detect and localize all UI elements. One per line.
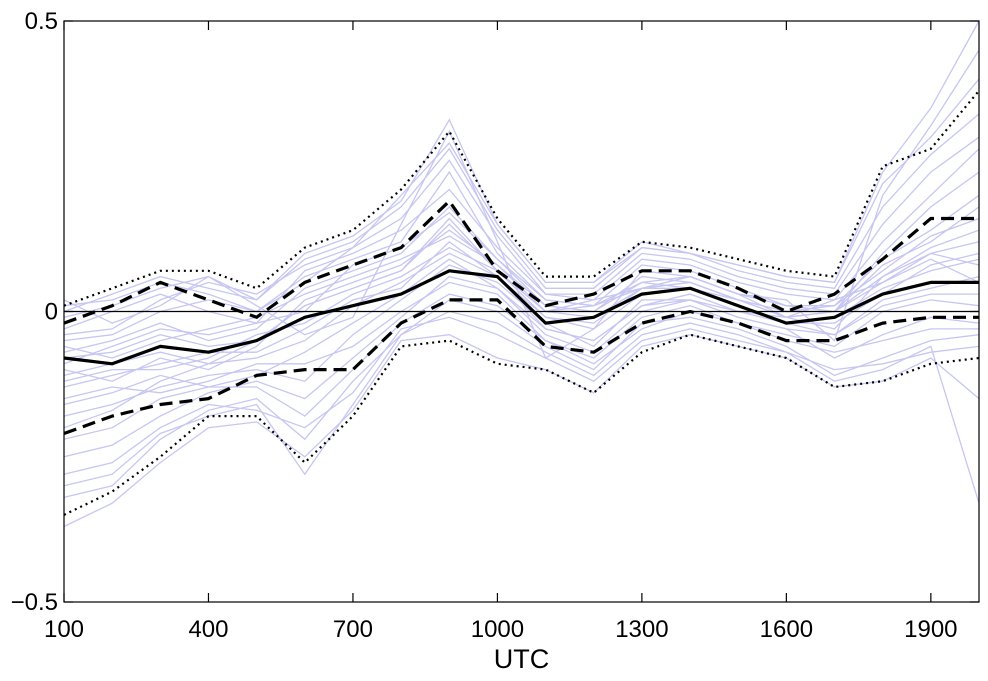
ensemble-member-line [63, 264, 980, 417]
ensemble-member-line [63, 223, 980, 377]
ensemble-member-line [63, 194, 980, 365]
y-tick-label: 0 [45, 299, 58, 326]
dotted-bound-line [63, 333, 980, 516]
summary-series [63, 89, 980, 516]
ensemble-member-line [63, 258, 979, 406]
axis-ticks [63, 20, 979, 603]
x-tick-label: 1300 [615, 616, 668, 643]
y-tick-label: 0.5 [25, 8, 58, 35]
mean-line [63, 269, 979, 366]
ensemble-member-line [63, 316, 980, 504]
x-tick-label: 700 [333, 616, 373, 643]
ensemble-member-line [63, 205, 980, 353]
x-tick-label: 1000 [471, 616, 524, 643]
x-tick-label: 100 [44, 616, 84, 643]
dashed-bound-line [63, 199, 979, 325]
y-tick-label: −0.5 [11, 589, 58, 616]
ensemble-member-line [63, 113, 980, 313]
ensemble-member-line [63, 148, 980, 330]
x-tick-label: 400 [188, 616, 228, 643]
x-tick-label: 1900 [904, 616, 957, 643]
dashed-bound-line [63, 298, 979, 436]
ensemble-member-line [63, 20, 980, 318]
ensemble-member-line [63, 136, 980, 313]
ensemble-member-line [63, 281, 980, 400]
x-axis-title: UTC [494, 644, 550, 674]
ensemble-member-line [63, 310, 980, 487]
ensemble-member-line [63, 299, 980, 499]
ensemble-member-line [63, 240, 980, 388]
x-tick-label: 1600 [760, 616, 813, 643]
axis-labels: 100 400 700 1000 1300 1600 1900 −0.5 0 0.5 [11, 8, 958, 643]
dotted-bound-line [63, 89, 980, 307]
ensemble-members [63, 20, 980, 528]
